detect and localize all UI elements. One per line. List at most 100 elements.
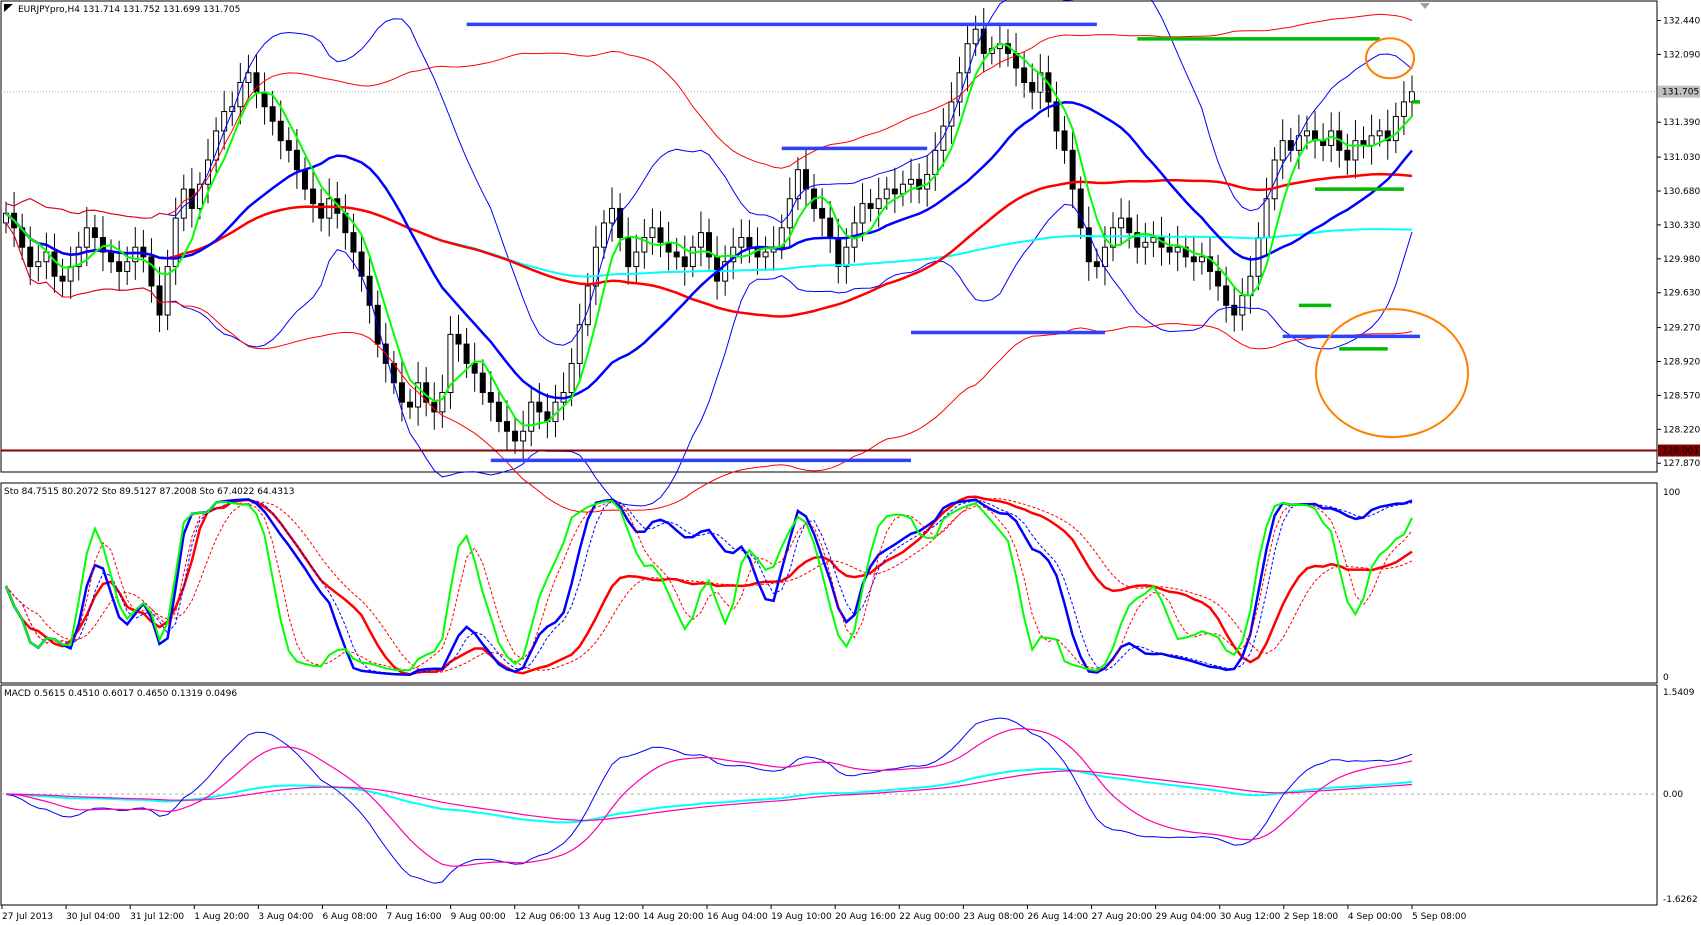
time-axis-label: 30 Aug 12:00 (1220, 912, 1281, 922)
candle-body (859, 203, 866, 224)
candle-body (972, 28, 979, 45)
candle-body (1061, 130, 1068, 151)
time-axis-label: 1 Aug 20:00 (194, 912, 249, 922)
stoch-fast-signal (5, 501, 1413, 671)
candle-body (1198, 256, 1205, 263)
candle-body (213, 130, 220, 161)
price-axis-label: 128.920 (1663, 358, 1700, 368)
candle-body (1384, 130, 1391, 142)
candle-body (576, 324, 583, 364)
candle-body (706, 232, 712, 258)
candle-body (1352, 140, 1359, 161)
candle-body (1021, 67, 1028, 83)
macd-panel-label: MACD 0.5615 0.4510 0.6017 0.4650 0.1319 … (4, 689, 237, 699)
bollinger-upper-red (5, 13, 1413, 219)
candle-body (1263, 198, 1270, 238)
candle-body (1190, 256, 1197, 263)
candle-body (617, 207, 624, 238)
price-axis-label: 131.390 (1663, 118, 1700, 128)
candle-body (91, 227, 98, 238)
last-price-flag-label: 131.705 (1662, 88, 1699, 98)
candle-body (827, 217, 834, 238)
candle-body (3, 212, 9, 224)
candle-body (1134, 232, 1141, 248)
candle-body (819, 207, 826, 219)
time-axis-label: 9 Aug 00:00 (451, 912, 506, 922)
candle-body (528, 401, 535, 432)
candle-body (512, 430, 519, 442)
candle-body (503, 421, 510, 432)
candle-body (867, 203, 874, 209)
candle-body (1295, 135, 1302, 151)
time-axis-label: 30 Jul 04:00 (66, 912, 120, 922)
candle-body (27, 246, 34, 268)
candle-body (584, 285, 591, 326)
candle-body (1166, 246, 1173, 253)
time-axis-label: 20 Aug 16:00 (835, 912, 896, 922)
candle-body (237, 82, 244, 108)
level-flag-label: 128.001 (1662, 447, 1699, 457)
price-axis-label: 128.220 (1663, 425, 1700, 435)
candle-body (310, 188, 317, 205)
candle-body (1344, 149, 1351, 161)
candle-body (657, 227, 664, 243)
price-axis-label: 128.570 (1663, 391, 1700, 401)
bollinger-upper-blue (5, 0, 1413, 346)
candle-body (277, 120, 284, 142)
candle-body (1271, 159, 1278, 200)
candle-body (318, 203, 325, 219)
candle-body (471, 362, 478, 374)
time-axis-label: 26 Aug 14:00 (1027, 912, 1088, 922)
candle-body (673, 251, 680, 258)
candle-body (1085, 227, 1092, 263)
stoch-mid-line (4, 498, 1413, 676)
level-flag (1658, 444, 1700, 457)
candle-body (196, 183, 203, 209)
candle-body (1029, 82, 1036, 93)
candle-body (495, 401, 502, 423)
time-axis-label: 23 Aug 08:00 (963, 912, 1024, 922)
candle-body (1215, 270, 1222, 287)
moving-average-green (5, 42, 1413, 427)
shift-marker-icon[interactable] (1420, 3, 1430, 9)
candle-body (1118, 217, 1125, 229)
time-axis-label: 3 Aug 04:00 (258, 912, 313, 922)
stoch-fast-line (5, 499, 1413, 672)
time-axis-label: 27 Aug 20:00 (1092, 912, 1153, 922)
time-axis-label: 29 Aug 04:00 (1156, 912, 1217, 922)
candle-body (730, 246, 737, 263)
time-axis-label: 12 Aug 06:00 (515, 912, 576, 922)
time-axis-label: 7 Aug 16:00 (387, 912, 442, 922)
candle-body (245, 72, 252, 83)
time-axis-label: 16 Aug 04:00 (707, 912, 768, 922)
candle-body (1239, 295, 1246, 316)
highlight-circle (1365, 37, 1415, 80)
candle-body (35, 261, 42, 268)
candle-body (172, 217, 179, 268)
candle-body (124, 261, 131, 272)
candle-body (794, 169, 801, 200)
candle-body (51, 251, 58, 277)
candle-body (108, 251, 115, 263)
candle-body (293, 149, 300, 171)
candle-body (940, 125, 947, 151)
candle-body (75, 246, 82, 268)
candle-body (1077, 188, 1084, 229)
candle-body (592, 246, 599, 287)
stoch-slow-signal (5, 498, 1413, 674)
candle-body (932, 149, 939, 176)
time-axis-label: 14 Aug 20:00 (643, 912, 704, 922)
last-price-flag (1658, 85, 1700, 98)
moving-average-red (5, 172, 1413, 318)
time-axis-label: 27 Jul 2013 (2, 912, 53, 922)
candle-body (689, 246, 696, 268)
candle-body (1142, 241, 1149, 248)
candle-body (1174, 246, 1181, 253)
candle-body (439, 392, 446, 413)
price-axis-label: 132.090 (1663, 50, 1700, 60)
candle-body (1223, 285, 1230, 306)
candle-body (487, 392, 494, 403)
macd-axis-label: 0.00 (1663, 790, 1683, 800)
candle-body (261, 91, 268, 108)
candle-body (802, 169, 809, 190)
